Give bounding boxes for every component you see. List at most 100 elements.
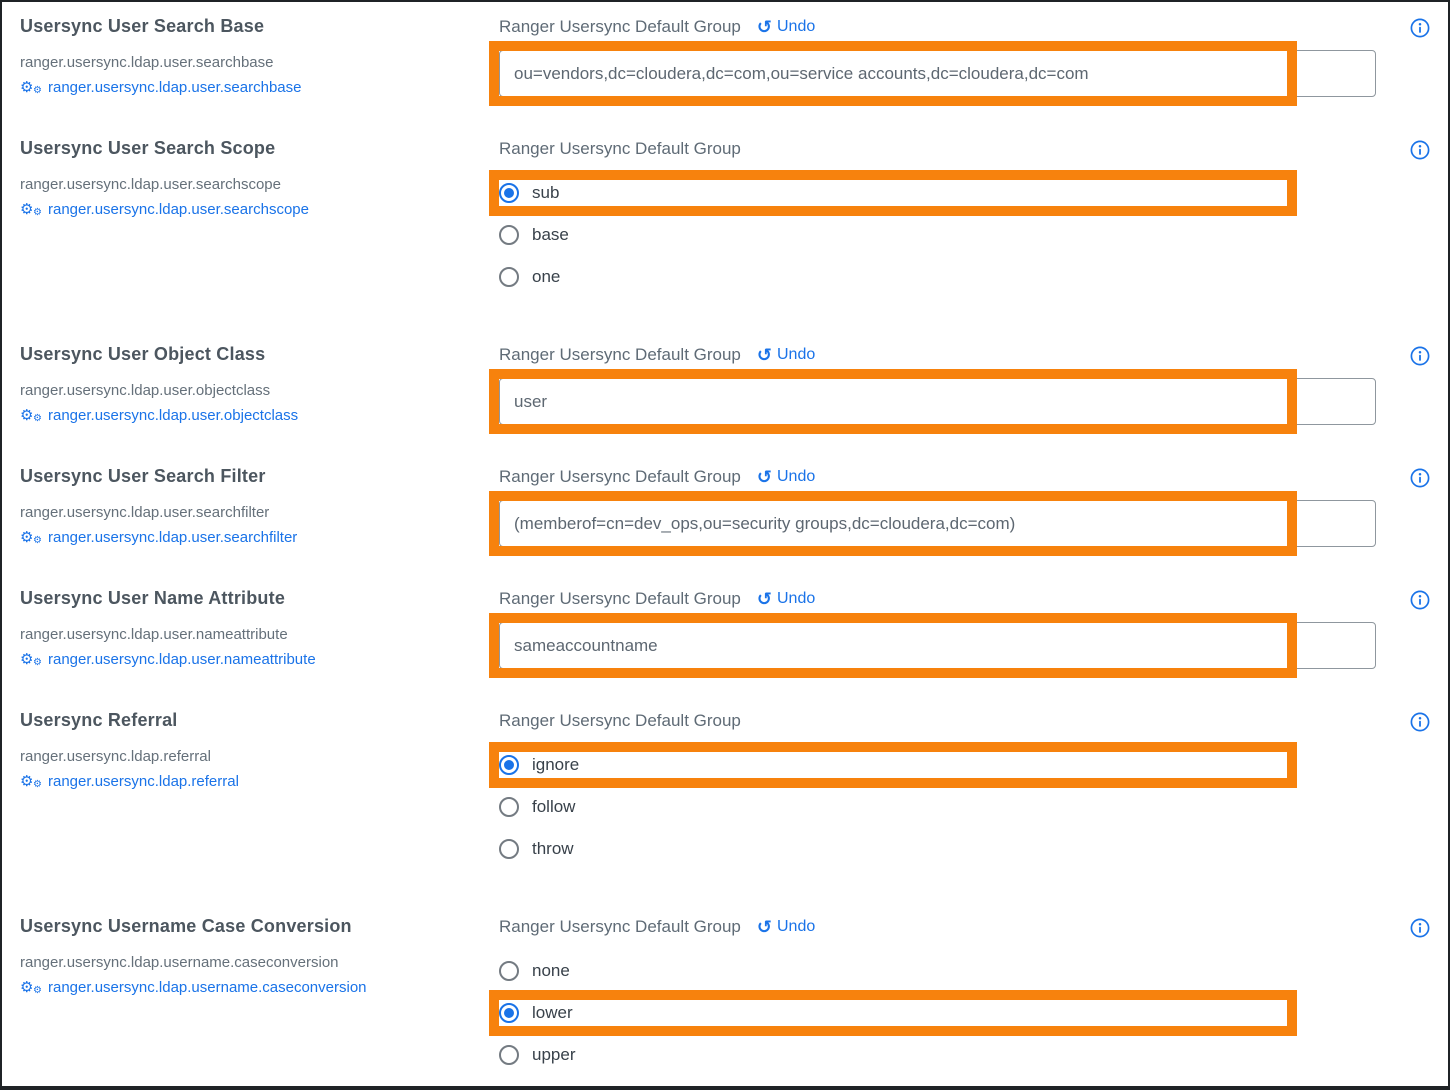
input-area <box>489 41 1376 106</box>
radio-selected-icon[interactable] <box>499 1003 519 1023</box>
undo-link[interactable]: ↺ Undo <box>757 346 815 364</box>
setting-api-link-label: ranger.usersync.ldap.user.nameattribute <box>48 651 316 668</box>
setting-control-column: Ranger Usersync Default Group ignore fol… <box>489 710 1376 870</box>
searchbase-input[interactable] <box>499 50 1376 97</box>
gears-icon: ⚙ ⚙ <box>20 200 42 218</box>
setting-property: ranger.usersync.ldap.user.nameattribute <box>20 626 288 643</box>
setting-title: Usersync User Search Base <box>20 16 265 36</box>
setting-api-link-label: ranger.usersync.ldap.user.searchscope <box>48 201 309 218</box>
radio-option-sub[interactable]: sub <box>489 170 1376 216</box>
undo-label: Undo <box>776 18 816 35</box>
info-icon[interactable] <box>1410 918 1430 938</box>
setting-control-column: Ranger Usersync Default Group ↺ Undo non… <box>489 916 1376 1076</box>
group-label-line: Ranger Usersync Default Group ↺ Undo <box>499 466 1376 488</box>
radio-option-ignore[interactable]: ignore <box>489 742 1376 788</box>
undo-icon: ↺ <box>756 467 772 487</box>
setting-control-column: Ranger Usersync Default Group ↺ Undo <box>489 466 1376 556</box>
radio-unselected-icon[interactable] <box>499 1045 519 1065</box>
setting-api-link[interactable]: ⚙ ⚙ ranger.usersync.ldap.referral <box>20 772 499 791</box>
setting-meta: Usersync User Object Class ranger.usersy… <box>20 344 499 425</box>
setting-control-column: Ranger Usersync Default Group ↺ Undo <box>489 344 1376 434</box>
radio-unselected-icon[interactable] <box>499 267 519 287</box>
config-row-usersync-username-case-conversion: Usersync Username Case Conversion ranger… <box>2 902 1448 1086</box>
radio-group-case-conversion: none lower upper <box>489 950 1376 1076</box>
setting-api-link-label: ranger.usersync.ldap.user.searchfilter <box>48 529 298 546</box>
radio-unselected-icon[interactable] <box>499 225 519 245</box>
undo-link[interactable]: ↺ Undo <box>757 590 815 608</box>
input-area <box>489 613 1376 678</box>
info-icon[interactable] <box>1410 346 1430 366</box>
gears-icon: ⚙ ⚙ <box>20 528 42 546</box>
setting-title: Usersync Referral <box>20 710 178 730</box>
setting-api-link-label: ranger.usersync.ldap.referral <box>48 773 239 790</box>
radio-unselected-icon[interactable] <box>499 961 519 981</box>
radio-option-lower[interactable]: lower <box>489 990 1376 1036</box>
setting-api-link[interactable]: ⚙ ⚙ ranger.usersync.ldap.user.searchscope <box>20 200 499 219</box>
group-label-line: Ranger Usersync Default Group ↺ Undo <box>499 588 1376 610</box>
group-label: Ranger Usersync Default Group <box>499 139 741 158</box>
info-icon[interactable] <box>1410 712 1430 732</box>
setting-api-link[interactable]: ⚙ ⚙ ranger.usersync.ldap.user.searchbase <box>20 78 499 97</box>
setting-api-link[interactable]: ⚙ ⚙ ranger.usersync.ldap.user.nameattribu… <box>20 650 499 669</box>
radio-option-label: lower <box>532 1003 573 1022</box>
setting-meta: Usersync User Search Scope ranger.usersy… <box>20 138 499 219</box>
info-column <box>1376 138 1430 160</box>
radio-option-none[interactable]: none <box>499 950 1376 992</box>
info-column <box>1376 916 1430 938</box>
radio-unselected-icon[interactable] <box>499 797 519 817</box>
info-icon[interactable] <box>1410 18 1430 38</box>
radio-unselected-icon[interactable] <box>499 839 519 859</box>
undo-label: Undo <box>776 346 816 363</box>
setting-property: ranger.usersync.ldap.username.caseconver… <box>20 954 339 971</box>
radio-group-referral: ignore follow throw <box>489 742 1376 870</box>
undo-icon: ↺ <box>756 917 772 937</box>
gears-icon: ⚙ ⚙ <box>20 978 42 996</box>
undo-link[interactable]: ↺ Undo <box>757 18 815 36</box>
undo-link[interactable]: ↺ Undo <box>757 918 815 936</box>
group-label: Ranger Usersync Default Group <box>499 467 741 486</box>
info-column <box>1376 588 1430 610</box>
radio-option-label: none <box>532 961 570 980</box>
info-icon[interactable] <box>1410 468 1430 488</box>
highlight-annotation <box>489 742 1297 788</box>
info-icon[interactable] <box>1410 140 1430 160</box>
undo-link[interactable]: ↺ Undo <box>757 468 815 486</box>
config-row-usersync-user-name-attribute: Usersync User Name Attribute ranger.user… <box>2 574 1448 696</box>
radio-option-follow[interactable]: follow <box>499 786 1376 828</box>
setting-api-link[interactable]: ⚙ ⚙ ranger.usersync.ldap.username.casecon… <box>20 978 499 997</box>
info-column <box>1376 466 1430 488</box>
radio-option-base[interactable]: base <box>499 214 1376 256</box>
setting-title: Usersync User Object Class <box>20 344 266 364</box>
radio-option-one[interactable]: one <box>499 256 1376 298</box>
group-label-line: Ranger Usersync Default Group ↺ Undo <box>499 344 1376 366</box>
input-area <box>489 491 1376 556</box>
gears-icon: ⚙ ⚙ <box>20 650 42 668</box>
setting-api-link[interactable]: ⚙ ⚙ ranger.usersync.ldap.user.searchfilte… <box>20 528 499 547</box>
setting-property: ranger.usersync.ldap.referral <box>20 748 211 765</box>
gears-icon: ⚙ ⚙ <box>20 406 42 424</box>
searchfilter-input[interactable] <box>499 500 1376 547</box>
radio-option-throw[interactable]: throw <box>499 828 1376 870</box>
setting-meta: Usersync User Search Filter ranger.users… <box>20 466 499 547</box>
undo-label: Undo <box>776 468 816 485</box>
radio-option-label: ignore <box>532 755 580 774</box>
info-icon[interactable] <box>1410 590 1430 610</box>
setting-api-link[interactable]: ⚙ ⚙ ranger.usersync.ldap.user.objectclass <box>20 406 499 425</box>
radio-option-upper[interactable]: upper <box>499 1034 1376 1076</box>
setting-property: ranger.usersync.ldap.user.objectclass <box>20 382 271 399</box>
radio-option-label: upper <box>532 1045 576 1064</box>
undo-icon: ↺ <box>756 17 772 37</box>
radio-selected-icon[interactable] <box>499 183 519 203</box>
setting-property: ranger.usersync.ldap.user.searchbase <box>20 54 274 71</box>
group-label-line: Ranger Usersync Default Group ↺ Undo <box>499 916 1376 938</box>
config-row-usersync-user-object-class: Usersync User Object Class ranger.usersy… <box>2 330 1448 452</box>
setting-control-column: Ranger Usersync Default Group ↺ Undo <box>489 16 1376 106</box>
config-row-usersync-referral: Usersync Referral ranger.usersync.ldap.r… <box>2 696 1448 902</box>
setting-title: Usersync User Search Filter <box>20 466 266 486</box>
nameattribute-input[interactable] <box>499 622 1376 669</box>
objectclass-input[interactable] <box>499 378 1376 425</box>
radio-selected-icon[interactable] <box>499 755 519 775</box>
group-label-line: Ranger Usersync Default Group ↺ Undo <box>499 16 1376 38</box>
radio-option-label: sub <box>532 183 560 202</box>
config-row-usersync-user-search-base: Usersync User Search Base ranger.usersyn… <box>2 2 1448 124</box>
